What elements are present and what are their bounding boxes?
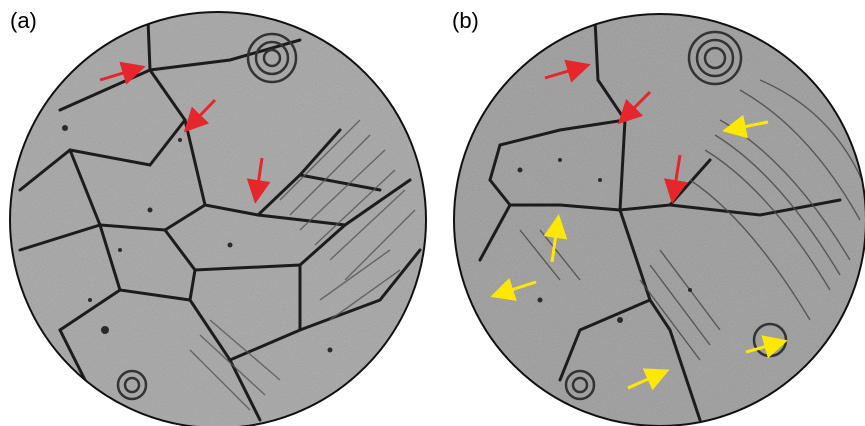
yellow-arrow-icon [543,214,568,263]
red-arrow-icon [99,61,146,85]
red-arrow-icon [544,59,591,83]
micrograph-a-outline [9,11,427,426]
red-arrow-icon [617,90,652,125]
red-arrow-icon [246,157,271,204]
panel-label-b: (b) [452,8,479,33]
red-arrow-icon [183,98,217,133]
yellow-arrow-icon [627,368,670,391]
yellow-arrow-icon [490,278,537,301]
panel-label-a: (a) [10,8,37,33]
yellow-arrow-icon [722,114,769,139]
micrograph-b [454,14,865,426]
micrograph-a [10,12,426,426]
yellow-arrow-icon [745,335,788,359]
red-arrow-icon [664,154,688,204]
micrograph-b-outline [453,13,865,426]
